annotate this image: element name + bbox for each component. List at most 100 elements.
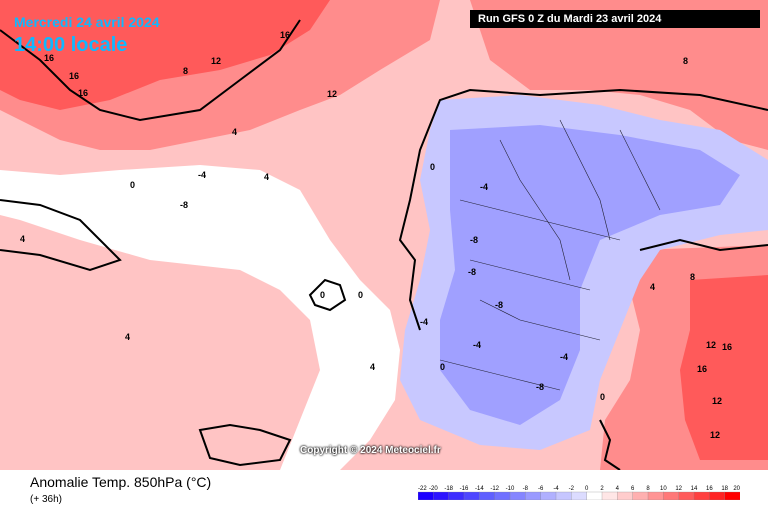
scale-swatch — [433, 491, 450, 500]
scale-swatch — [693, 491, 710, 500]
scale-swatch — [571, 491, 588, 500]
lead-time: (+ 36h) — [30, 494, 62, 505]
contour-label: 12 — [712, 396, 722, 406]
scale-tick-label: 6 — [631, 486, 635, 492]
scale-tick-label: -20 — [429, 486, 438, 492]
scale-tick-label: -6 — [538, 486, 544, 492]
contour-label: 16 — [44, 53, 54, 63]
scale-tick-label: 16 — [706, 486, 713, 492]
color-scale-legend: -22 -20 -18 -16 -14 -12 -10 -8 -6 -4 -2 0 2 4 6 8 10 12 14… — [418, 486, 740, 500]
scale-tick-label: -4 — [553, 486, 559, 492]
scale-swatch — [555, 491, 572, 500]
contour-label: 16 — [78, 88, 88, 98]
greenland-coastline — [0, 19, 301, 122]
footer: Anomalie Temp. 850hPa (°C) (+ 36h) -22 -2… — [0, 470, 768, 512]
strong-cold-anomaly-europe — [440, 125, 740, 425]
scale-tick-label: 10 — [660, 486, 667, 492]
scale-swatch — [724, 491, 740, 500]
contour-label: 16 — [280, 30, 290, 40]
contour-label: 4 — [370, 362, 375, 372]
contour-label: -8 — [536, 382, 544, 392]
contour-labels: 16 16 16 12 12 16 8 4 0 -4 -8 4 0 -4 -8 -4 -8 -4 4 8 12 16 16 1… — [20, 30, 732, 440]
contour-label: 12 — [327, 89, 337, 99]
contour-label: 0 — [130, 180, 135, 190]
scale-tick-label: -18 — [444, 486, 453, 492]
strong-warm-anomaly-greenland — [0, 0, 330, 110]
contour-label: 4 — [264, 172, 269, 182]
scale-swatch — [540, 491, 557, 500]
scale-swatch — [479, 491, 496, 500]
iceland-coastline — [308, 278, 347, 312]
contour-label: -8 — [495, 300, 503, 310]
contour-label: 0 — [320, 290, 325, 300]
contour-label: -8 — [468, 267, 476, 277]
newfoundland-coastline — [0, 199, 122, 272]
contour-label: -4 — [420, 317, 428, 327]
scale-ticks: -22 -20 -18 -16 -14 -12 -10 -8 -6 -4 -2 0 2 4 6 8 10 12 14… — [418, 486, 740, 492]
contour-label: 0 — [600, 392, 605, 402]
contour-label: 4 — [650, 282, 655, 292]
contour-label: 4 — [20, 234, 25, 244]
scale-tick-label: -10 — [506, 486, 515, 492]
contour-label: -4 — [473, 340, 481, 350]
variable-title: Anomalie Temp. 850hPa (°C) — [30, 474, 212, 490]
scale-swatch — [463, 491, 480, 500]
contour-label: 8 — [683, 56, 688, 66]
scale-tick-label: -8 — [523, 486, 529, 492]
scale-swatch — [448, 491, 465, 500]
contour-label: -4 — [198, 170, 206, 180]
borders — [439, 119, 661, 391]
scale-tick-label: 2 — [600, 486, 604, 492]
contour-label: 0 — [440, 362, 445, 372]
contour-label: 12 — [211, 56, 221, 66]
contour-label: 8 — [183, 66, 188, 76]
scale-tick-label: 20 — [733, 486, 740, 492]
contour-label: -4 — [480, 182, 488, 192]
mediterranean-coastline — [599, 419, 621, 470]
run-info: Run GFS 0 Z du Mardi 23 avril 2024 — [470, 10, 760, 28]
scale-swatch — [525, 491, 542, 500]
europe-coastline — [398, 88, 768, 331]
anomaly-map: 161616121216840-4-840-4-8-4-8-4481216161… — [0, 0, 768, 470]
contour-label: 0 — [430, 162, 435, 172]
scale-swatches — [418, 491, 740, 500]
scale-swatch — [494, 491, 511, 500]
copyright-notice: Copyright © 2024 Meteociel.fr — [300, 445, 441, 456]
coastlines — [0, 19, 768, 470]
valid-time: 14:00 locale — [14, 34, 128, 56]
contour-label: -8 — [470, 235, 478, 245]
contour-label: 0 — [358, 290, 363, 300]
scale-swatch — [586, 491, 603, 500]
scale-tick-label: -16 — [460, 486, 469, 492]
contour-label: 16 — [69, 71, 79, 81]
scale-tick-label: 12 — [675, 486, 682, 492]
valid-date: Mercredi 24 avril 2024 — [14, 14, 160, 30]
contour-label: 16 — [722, 342, 732, 352]
contour-label: 12 — [710, 430, 720, 440]
warm-anomaly-area-north — [470, 0, 768, 150]
scale-tick-label: -2 — [569, 486, 575, 492]
scale-swatch — [632, 491, 649, 500]
scale-tick-label: 0 — [585, 486, 589, 492]
black-sea-coastline — [639, 238, 768, 252]
contour-label: 12 — [706, 340, 716, 350]
scale-swatch — [617, 491, 634, 500]
contour-label: 4 — [232, 127, 237, 137]
scale-tick-label: 14 — [691, 486, 698, 492]
scale-tick-label: 4 — [616, 486, 620, 492]
scale-swatch — [663, 491, 680, 500]
contour-label: -8 — [180, 200, 188, 210]
scale-tick-label: 8 — [646, 486, 650, 492]
contour-label: 4 — [125, 332, 130, 342]
contour-label: 8 — [690, 272, 695, 282]
scale-tick-label: -14 — [475, 486, 484, 492]
scale-tick-label: -12 — [490, 486, 499, 492]
scale-tick-label: 18 — [721, 486, 728, 492]
scale-swatch — [509, 491, 526, 500]
strong-warm-anomaly-southeast — [680, 275, 768, 460]
scale-tick-label: -22 — [418, 486, 427, 492]
contour-label: 16 — [697, 364, 707, 374]
contour-label: -4 — [560, 352, 568, 362]
scale-swatch — [601, 491, 618, 500]
